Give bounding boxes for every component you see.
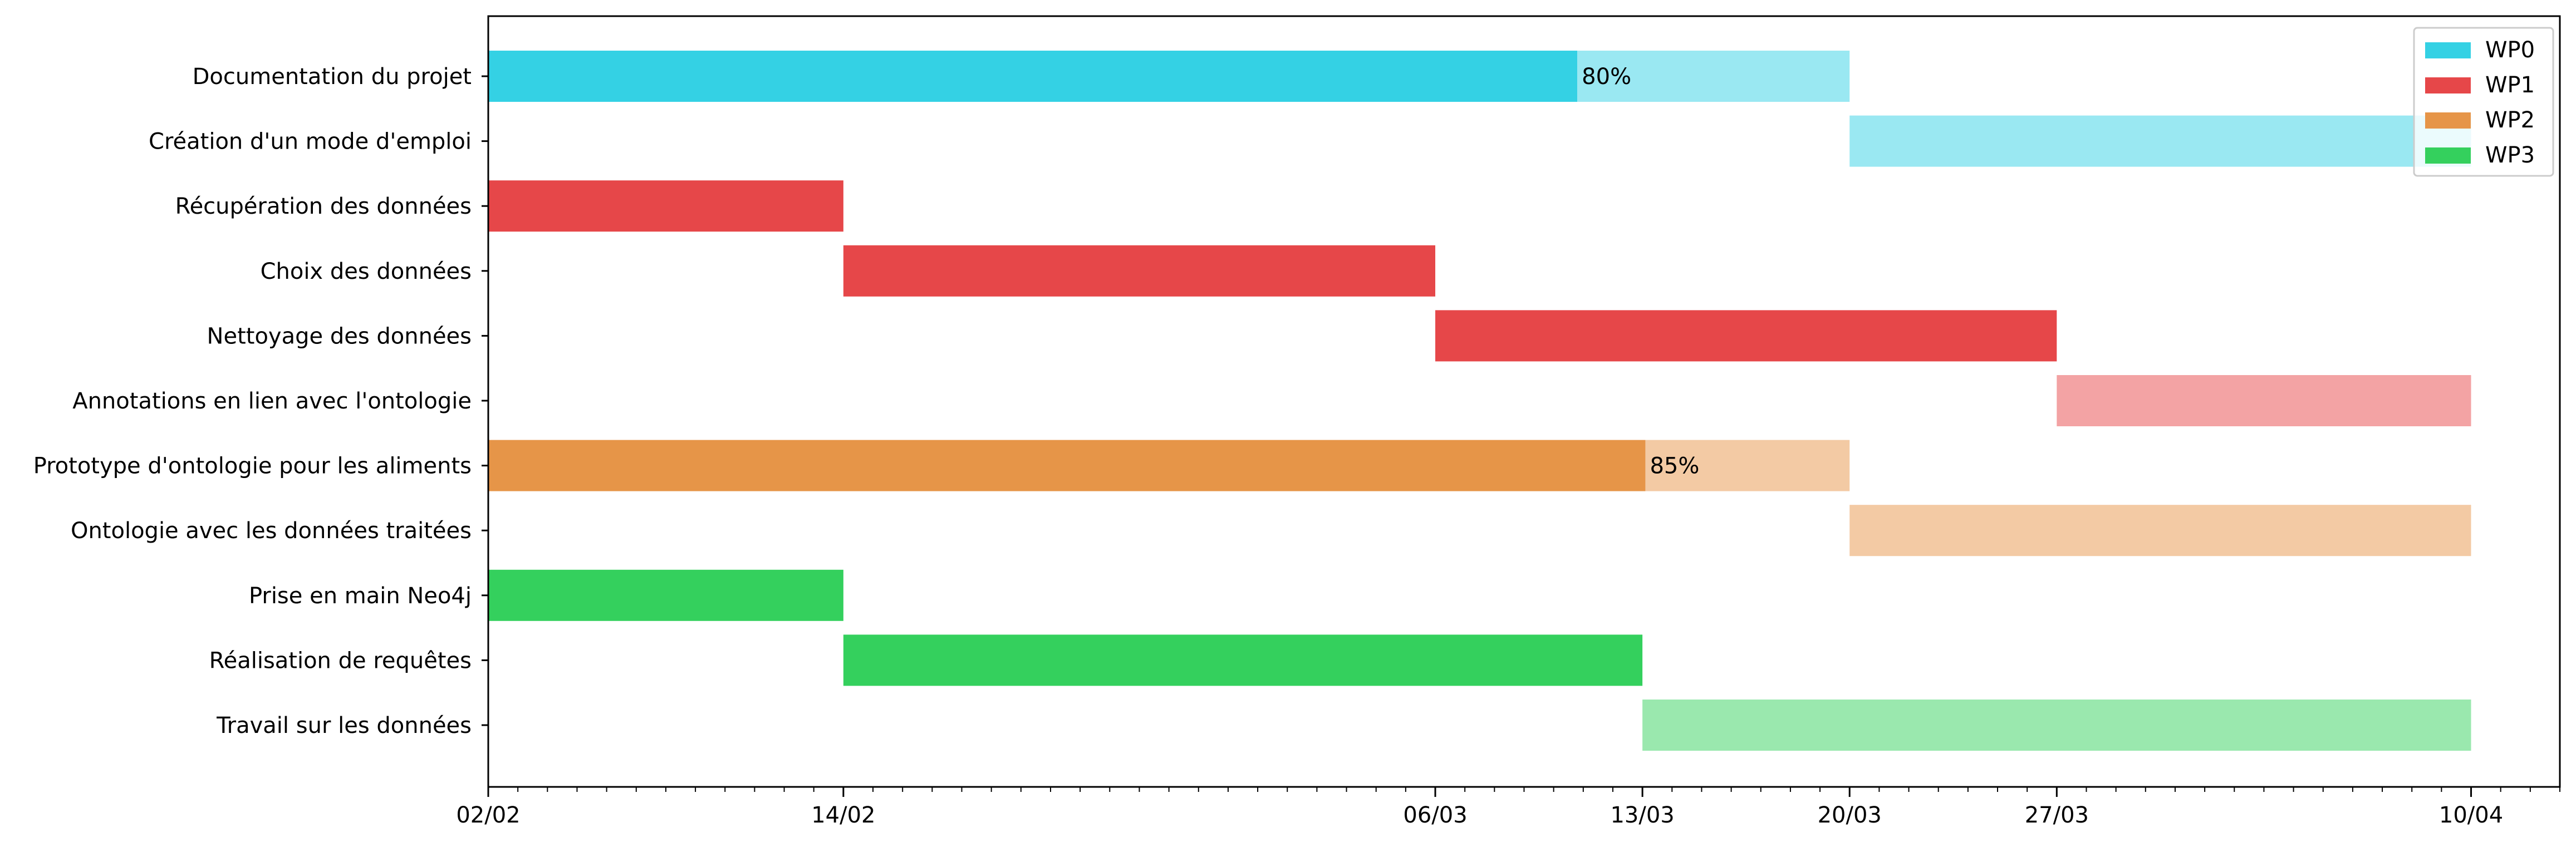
task-bar bbox=[843, 634, 1643, 686]
task-label: Annotations en lien avec l'ontologie bbox=[72, 388, 472, 414]
task-bar bbox=[1435, 310, 2057, 362]
legend-swatch bbox=[2425, 77, 2471, 93]
task-bar bbox=[1642, 700, 2471, 751]
task-bar bbox=[843, 245, 1436, 297]
completion-label: 85% bbox=[1650, 454, 1699, 479]
legend-label: WP0 bbox=[2485, 37, 2535, 63]
task-bar bbox=[2057, 375, 2471, 426]
task-bar-remaining bbox=[1645, 440, 1850, 491]
x-tick-label: 06/03 bbox=[1403, 802, 1467, 828]
task-bar-remaining bbox=[1577, 51, 1850, 102]
legend-swatch bbox=[2425, 42, 2471, 58]
axes-layer: Documentation du projet Création d'un mod… bbox=[33, 15, 2561, 828]
task-label: Choix des données bbox=[261, 259, 472, 284]
task-label: Réalisation de requêtes bbox=[209, 648, 472, 673]
x-tick-label: 10/04 bbox=[2439, 802, 2503, 828]
completion-label: 80% bbox=[1582, 64, 1631, 90]
task-label: Nettoyage des données bbox=[207, 323, 472, 349]
legend-label: WP3 bbox=[2485, 142, 2535, 168]
task-bar bbox=[1849, 505, 2471, 557]
legend-swatch bbox=[2425, 147, 2471, 164]
task-label: Prototype d'ontologie pour les aliments bbox=[33, 454, 472, 479]
task-label: Travail sur les données bbox=[216, 713, 472, 738]
task-bar bbox=[488, 569, 843, 621]
legend-label: WP2 bbox=[2485, 107, 2535, 133]
legend-swatch bbox=[2425, 112, 2471, 129]
task-bar bbox=[488, 180, 843, 232]
task-bar-done bbox=[488, 440, 1646, 491]
x-tick-label: 02/02 bbox=[456, 802, 520, 828]
task-label: Ontologie avec les données traitées bbox=[71, 518, 472, 544]
legend-label: WP1 bbox=[2485, 72, 2535, 98]
x-tick-label: 27/03 bbox=[2025, 802, 2089, 828]
x-tick-label: 14/02 bbox=[811, 802, 875, 828]
task-bar-done bbox=[488, 51, 1578, 102]
x-tick-label: 13/03 bbox=[1610, 802, 1674, 828]
task-label: Prise en main Neo4j bbox=[249, 583, 472, 609]
x-tick-label: 20/03 bbox=[1818, 802, 1882, 828]
task-label: Création d'un mode d'emploi bbox=[149, 129, 472, 155]
bars-layer: 80% 85% bbox=[488, 51, 2471, 751]
task-bar bbox=[1849, 115, 2471, 167]
task-label: Documentation du projet bbox=[193, 64, 472, 90]
legend-box bbox=[2413, 27, 2554, 177]
task-label: Récupération des données bbox=[175, 194, 472, 219]
legend: WP0 WP1 WP2 WP3 bbox=[2413, 27, 2554, 177]
